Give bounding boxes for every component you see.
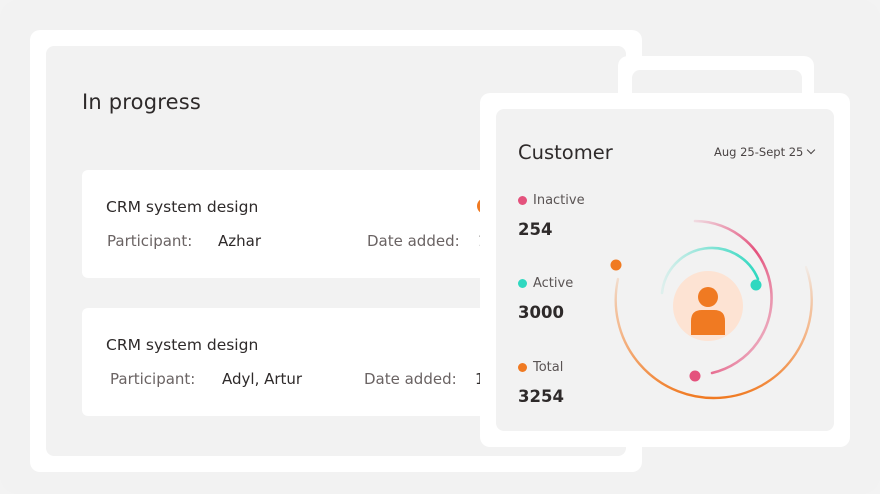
- participant-label: Participant:: [107, 232, 193, 250]
- total-ring: [614, 265, 813, 400]
- participant-value: Adyl, Artur: [222, 370, 303, 388]
- task-title: CRM system design: [106, 336, 259, 354]
- inactive-ring: [693, 219, 773, 375]
- date-added-value: 1: [475, 370, 485, 388]
- inactive-dot: [518, 196, 527, 205]
- active-ring: [660, 246, 760, 295]
- total-value: 3254: [518, 387, 564, 406]
- total-ring-marker: [610, 259, 622, 271]
- inactive-value: 254: [518, 220, 553, 239]
- legend-inactive: Inactive: [518, 193, 585, 208]
- date-added-label: Date added:: [367, 232, 460, 250]
- chevron-down-icon: [807, 145, 816, 155]
- user-avatar-icon: [691, 287, 725, 335]
- legend-active-label: Active: [533, 276, 574, 291]
- customer-title: Customer: [518, 141, 613, 164]
- legend-inactive-label: Inactive: [533, 193, 585, 208]
- total-dot: [518, 363, 527, 372]
- customer-card: Customer Aug 25-Sept 25 Inactive 254 Act…: [480, 93, 850, 447]
- legend-total: Total: [518, 360, 563, 375]
- panel-title: In progress: [82, 90, 202, 114]
- date-range-dropdown[interactable]: Aug 25-Sept 25: [714, 145, 816, 159]
- date-added-label: Date added:: [364, 370, 457, 388]
- inactive-ring-marker: [689, 370, 701, 382]
- legend-total-label: Total: [533, 360, 564, 375]
- date-range-label: Aug 25-Sept 25: [714, 145, 804, 159]
- participant-value: Azhar: [218, 232, 262, 250]
- active-ring-marker: [750, 279, 762, 291]
- active-dot: [518, 279, 527, 288]
- customer-panel: Customer Aug 25-Sept 25 Inactive 254 Act…: [496, 109, 834, 431]
- legend-active: Active: [518, 276, 573, 291]
- participant-label: Participant:: [110, 370, 196, 388]
- active-value: 3000: [518, 303, 564, 322]
- customer-rings-graphic: [610, 219, 813, 400]
- task-title: CRM system design: [106, 198, 259, 216]
